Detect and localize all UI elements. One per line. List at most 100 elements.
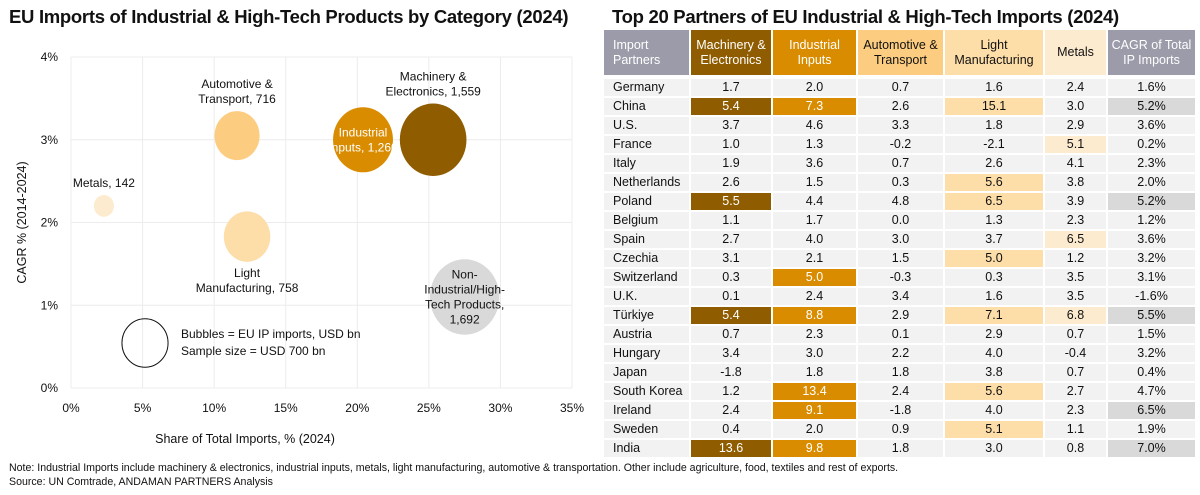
table-row: Switzerland 0.3 5.0 -0.3 0.3 3.5 3.1% <box>604 268 1197 288</box>
table-row: U.K. 0.1 2.4 3.4 1.6 3.5 -1.6% <box>604 287 1197 307</box>
table-cell: 2.6 <box>690 173 773 193</box>
table-cell: 3.6% <box>1107 116 1197 136</box>
table-cell: 1.8 <box>857 439 945 459</box>
table-cell: 1.3 <box>772 135 858 155</box>
bubble-machinery-electronics <box>399 103 467 176</box>
bubble-label-light-manufacturing: Light Manufacturing, 758 <box>196 266 299 295</box>
table-cell: 7.1 <box>944 306 1045 326</box>
table-cell: 1.5% <box>1107 325 1197 345</box>
table-cell: 5.0 <box>772 268 858 288</box>
table-cell: 2.7 <box>690 230 773 250</box>
partner-name: Türkiye <box>604 306 691 326</box>
bubble-automotive-transport <box>214 111 260 161</box>
table-cell: 5.6 <box>944 173 1045 193</box>
partner-name: Japan <box>604 363 691 383</box>
partner-name: Austria <box>604 325 691 345</box>
table-cell: 3.2% <box>1107 249 1197 269</box>
table-cell: 4.8 <box>857 192 945 212</box>
bubble-label-automotive-transport: Automotive & Transport, 716 <box>198 77 276 106</box>
table-cell: 1.2% <box>1107 211 1197 231</box>
table-cell: 0.3 <box>690 268 773 288</box>
table-cell: 2.0% <box>1107 173 1197 193</box>
bubble-chart: 0% 5% 10% 15% 20% 25% 30% 35% 0% 1% 2% 3% 4% Share of… <box>15 50 584 446</box>
table-cell: 3.5 <box>1044 268 1108 288</box>
table-cell: 4.0 <box>944 344 1045 364</box>
table-row: Türkiye 5.4 8.8 2.9 7.1 6.8 5.5% <box>604 306 1197 326</box>
table-header-row: Import Partners Machinery & Electronics Indu… <box>604 30 1197 79</box>
table-cell: 5.0 <box>944 249 1045 269</box>
y-axis-label: CAGR % (2014-2024) <box>15 161 29 283</box>
table-row: Czechia 3.1 2.1 1.5 5.0 1.2 3.2% <box>604 249 1197 269</box>
partner-name: Hungary <box>604 344 691 364</box>
column-header: Machinery & Electronics <box>690 30 773 79</box>
x-tick-label: 35% <box>560 401 584 415</box>
table-cell: 4.0 <box>944 401 1045 421</box>
table-row: Hungary 3.4 3.0 2.2 4.0 -0.4 3.2% <box>604 344 1197 364</box>
table-row: Netherlands 2.6 1.5 0.3 5.6 3.8 2.0% <box>604 173 1197 193</box>
column-header: Industrial Inputs <box>772 30 858 79</box>
y-tick-label: 1% <box>41 298 59 312</box>
table-cell: -1.8 <box>857 401 945 421</box>
column-header: CAGR of Total IP Imports <box>1107 30 1197 79</box>
table-cell: 0.7 <box>1044 363 1108 383</box>
table-cell: 1.0 <box>690 135 773 155</box>
table-cell: 6.8 <box>1044 306 1108 326</box>
partner-name: South Korea <box>604 382 691 402</box>
table-cell: 1.1 <box>1044 420 1108 440</box>
table-cell: 2.4 <box>857 382 945 402</box>
y-tick-label: 3% <box>41 133 59 147</box>
bubble-non-industrial-high-tech-products <box>429 259 500 335</box>
table-cell: 0.7 <box>857 154 945 174</box>
table-cell: 3.6% <box>1107 230 1197 250</box>
partner-name: U.S. <box>604 116 691 136</box>
table-cell: 15.1 <box>944 97 1045 117</box>
table-cell: 1.7 <box>690 77 773 98</box>
table-cell: 0.7 <box>1044 325 1108 345</box>
partner-name: Spain <box>604 230 691 250</box>
table-cell: 0.0 <box>857 211 945 231</box>
table-cell: -0.4 <box>1044 344 1108 364</box>
table-cell: 4.4 <box>772 192 858 212</box>
size-legend-text: Bubbles = EU IP imports, USD bn <box>181 327 361 341</box>
table-row: Poland 5.5 4.4 4.8 6.5 3.9 5.2% <box>604 192 1197 212</box>
table-row: China 5.4 7.3 2.6 15.1 3.0 5.2% <box>604 97 1197 117</box>
table-cell: 2.0 <box>772 77 858 98</box>
table-cell: 2.4 <box>1044 77 1108 98</box>
x-tick-label: 20% <box>345 401 369 415</box>
table-cell: 13.6 <box>690 439 773 459</box>
table-cell: 1.6 <box>944 287 1045 307</box>
table-cell: 3.9 <box>1044 192 1108 212</box>
x-axis-label: Share of Total Imports, % (2024) <box>155 432 335 446</box>
table-row: India 13.6 9.8 1.8 3.0 0.8 7.0% <box>604 439 1197 459</box>
table-row: Spain 2.7 4.0 3.0 3.7 6.5 3.6% <box>604 230 1197 250</box>
table-cell: 2.1 <box>772 249 858 269</box>
partner-name: U.K. <box>604 287 691 307</box>
table-row: South Korea 1.2 13.4 2.4 5.6 2.7 4.7% <box>604 382 1197 402</box>
partner-name: Netherlands <box>604 173 691 193</box>
y-tick-label: 4% <box>41 50 59 64</box>
table-cell: 3.0 <box>1044 97 1108 117</box>
size-legend-circle <box>121 318 169 368</box>
table-cell: 1.5 <box>772 173 858 193</box>
partner-name: India <box>604 439 691 459</box>
x-tick-label: 30% <box>488 401 512 415</box>
table-cell: 4.1 <box>1044 154 1108 174</box>
table-cell: 1.9% <box>1107 420 1197 440</box>
table-row: Italy 1.9 3.6 0.7 2.6 4.1 2.3% <box>604 154 1197 174</box>
table-cell: 0.8 <box>1044 439 1108 459</box>
table-cell: 3.0 <box>944 439 1045 459</box>
table-cell: 7.3 <box>772 97 858 117</box>
table-cell: 3.1 <box>690 249 773 269</box>
y-tick-label: 2% <box>41 216 59 230</box>
table-cell: 6.5 <box>1044 230 1108 250</box>
partners-table: Import Partners Machinery & Electronics Indu… <box>604 30 1197 459</box>
x-tick-label: 10% <box>202 401 226 415</box>
table-cell: 5.5% <box>1107 306 1197 326</box>
table-cell: 0.4 <box>690 420 773 440</box>
table-cell: 6.5% <box>1107 401 1197 421</box>
table-cell: 2.3 <box>1044 401 1108 421</box>
table-cell: 7.0% <box>1107 439 1197 459</box>
table-cell: 1.2 <box>1044 249 1108 269</box>
table-cell: 2.9 <box>857 306 945 326</box>
table-row: Ireland 2.4 9.1 -1.8 4.0 2.3 6.5% <box>604 401 1197 421</box>
